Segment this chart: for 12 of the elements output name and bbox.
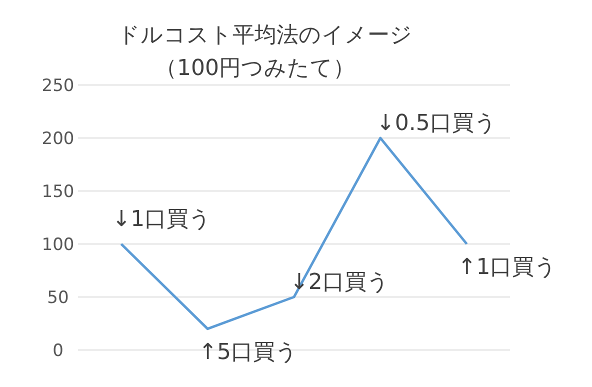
annotation: ↑5口買う bbox=[198, 340, 298, 365]
y-tick-label: 0 bbox=[52, 341, 64, 361]
annotation: ↓1口買う bbox=[112, 207, 212, 232]
annotation: ↓0.5口買う bbox=[376, 111, 497, 136]
y-tick-label: 150 bbox=[42, 182, 74, 202]
y-tick-label: 250 bbox=[42, 76, 74, 96]
annotation: ↑1口買う bbox=[458, 255, 558, 280]
y-tick-label: 50 bbox=[47, 288, 69, 308]
y-tick-label: 200 bbox=[42, 129, 74, 149]
chart-subtitle: （100円つみたて） bbox=[155, 56, 355, 81]
chart-title: ドルコスト平均法のイメージ bbox=[118, 23, 412, 48]
y-tick-label: 100 bbox=[42, 235, 74, 255]
